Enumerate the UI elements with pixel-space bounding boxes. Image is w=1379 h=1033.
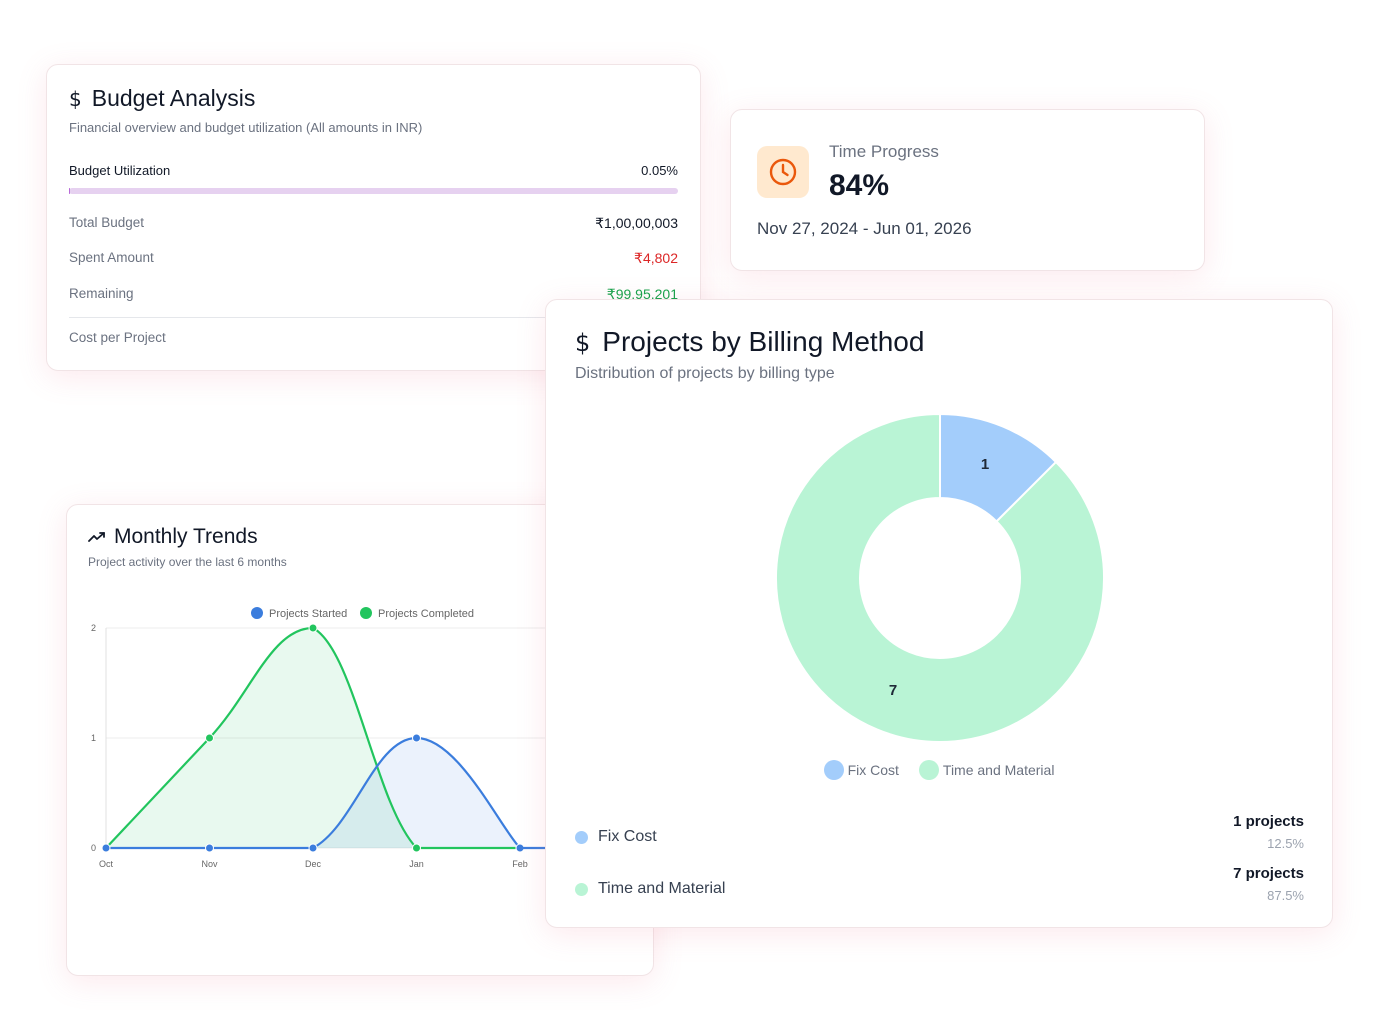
y-tick-label: 1 [91, 733, 96, 743]
trends-title: Monthly Trends [88, 525, 258, 549]
billing-row-name: Fix Cost [598, 828, 657, 845]
spent-amount-value: ₹4,802 [634, 250, 678, 266]
spent-amount-row: Spent Amount ₹4,802 [69, 250, 678, 267]
legend-swatch [823, 760, 844, 780]
time-progress-label: Time Progress [829, 142, 939, 161]
donut-slice-time-and-material[interactable] [775, 412, 1105, 743]
x-tick-label: Nov [201, 859, 218, 869]
trends-subtitle: Project activity over the last 6 months [88, 555, 287, 569]
legend-swatch [251, 607, 263, 619]
donut-value-label: 7 [889, 682, 897, 699]
time-progress-dates: Nov 27, 2024 - Jun 01, 2026 [757, 219, 972, 238]
billing-title: $ Projects by Billing Method [575, 326, 924, 358]
monthly-trends-chart: 0 1 2 Oct Nov Dec Jan Feb Projects Started Projec… [91, 607, 653, 869]
billing-row-count: 7 projects [1233, 865, 1304, 882]
donut-legend: Fix Cost Time and Material [546, 760, 1332, 780]
clock-icon-box [757, 146, 809, 198]
trending-up-icon [88, 532, 105, 542]
y-tick-label: 0 [91, 843, 96, 853]
budget-subtitle: Financial overview and budget utilizatio… [69, 120, 423, 135]
dollar-icon: $ [69, 87, 82, 111]
remaining-row: Remaining ₹99,95,201 [69, 286, 678, 303]
total-budget-label: Total Budget [69, 215, 145, 230]
x-tick-label: Feb [512, 859, 528, 869]
time-progress-value: 84% [829, 169, 890, 202]
billing-row-percent: 87.5% [1267, 888, 1304, 903]
trends-title-text: Monthly Trends [114, 525, 258, 548]
time-material-dot [575, 882, 588, 896]
fix-cost-dot [575, 830, 588, 844]
data-point[interactable] [308, 843, 318, 853]
budget-title-text: Budget Analysis [91, 85, 256, 111]
legend-item[interactable]: Projects Started [251, 607, 347, 620]
budget-utilization-bar [69, 188, 678, 194]
legend-label: Projects Completed [378, 608, 474, 620]
total-budget-value: ₹1,00,00,003 [595, 215, 678, 231]
legend-label: Fix Cost [847, 762, 899, 778]
legend-item[interactable]: Time and Material [918, 760, 1055, 780]
billing-subtitle: Distribution of projects by billing type [575, 365, 835, 382]
billing-row-percent: 12.5% [1267, 836, 1304, 851]
budget-title: $ Budget Analysis [69, 85, 255, 112]
time-progress-card: Time Progress 84% Nov 27, 2024 - Jun 01,… [730, 109, 1205, 271]
x-tick-label: Jan [409, 859, 424, 869]
data-point[interactable] [308, 623, 318, 633]
remaining-value: ₹99,95,201 [606, 286, 678, 302]
billing-row-fix-cost: Fix Cost 1 projects 12.5% [575, 813, 1304, 851]
legend-swatch [360, 607, 372, 619]
billing-row-time-material: Time and Material 7 projects 87.5% [575, 865, 1304, 903]
billing-row-count: 1 projects [1233, 813, 1304, 830]
series-area-projects-started [106, 738, 520, 848]
clock-icon [769, 158, 797, 186]
series-area-projects-completed [106, 628, 520, 848]
legend-swatch [918, 760, 939, 780]
budget-utilization-value: 0.05% [641, 163, 678, 178]
donut-value-label: 1 [981, 456, 989, 473]
x-tick-label: Dec [305, 859, 322, 869]
series-line-projects-started [106, 736, 521, 850]
billing-row-name: Time and Material [598, 880, 726, 897]
dollar-icon: $ [575, 329, 591, 357]
budget-analysis-card: $ Budget Analysis Financial overview and … [46, 64, 701, 371]
total-budget-row: Total Budget ₹1,00,00,003 [69, 215, 678, 232]
data-point[interactable] [205, 733, 214, 743]
legend-item[interactable]: Projects Completed [360, 607, 474, 620]
budget-utilization-label: Budget Utilization [69, 163, 171, 178]
billing-method-card: $ Projects by Billing Method Distribution… [545, 299, 1333, 928]
data-point[interactable] [412, 843, 421, 853]
y-tick-label: 2 [91, 623, 96, 633]
legend-label: Projects Started [269, 608, 347, 620]
data-point[interactable] [101, 843, 111, 853]
budget-divider [69, 317, 678, 318]
cost-per-project-row: Cost per Project [69, 330, 678, 345]
spent-amount-label: Spent Amount [69, 250, 154, 265]
legend-label: Time and Material [942, 762, 1055, 778]
billing-donut-chart: 17 [775, 412, 1105, 743]
data-point[interactable] [205, 843, 214, 853]
data-point[interactable] [412, 733, 421, 743]
x-tick-label: Oct [99, 859, 114, 869]
budget-utilization-row: Budget Utilization 0.05% [69, 163, 678, 178]
billing-title-text: Projects by Billing Method [602, 326, 925, 357]
legend-item[interactable]: Fix Cost [823, 760, 899, 780]
remaining-label: Remaining [69, 286, 134, 301]
cost-per-project-label: Cost per Project [69, 330, 166, 345]
